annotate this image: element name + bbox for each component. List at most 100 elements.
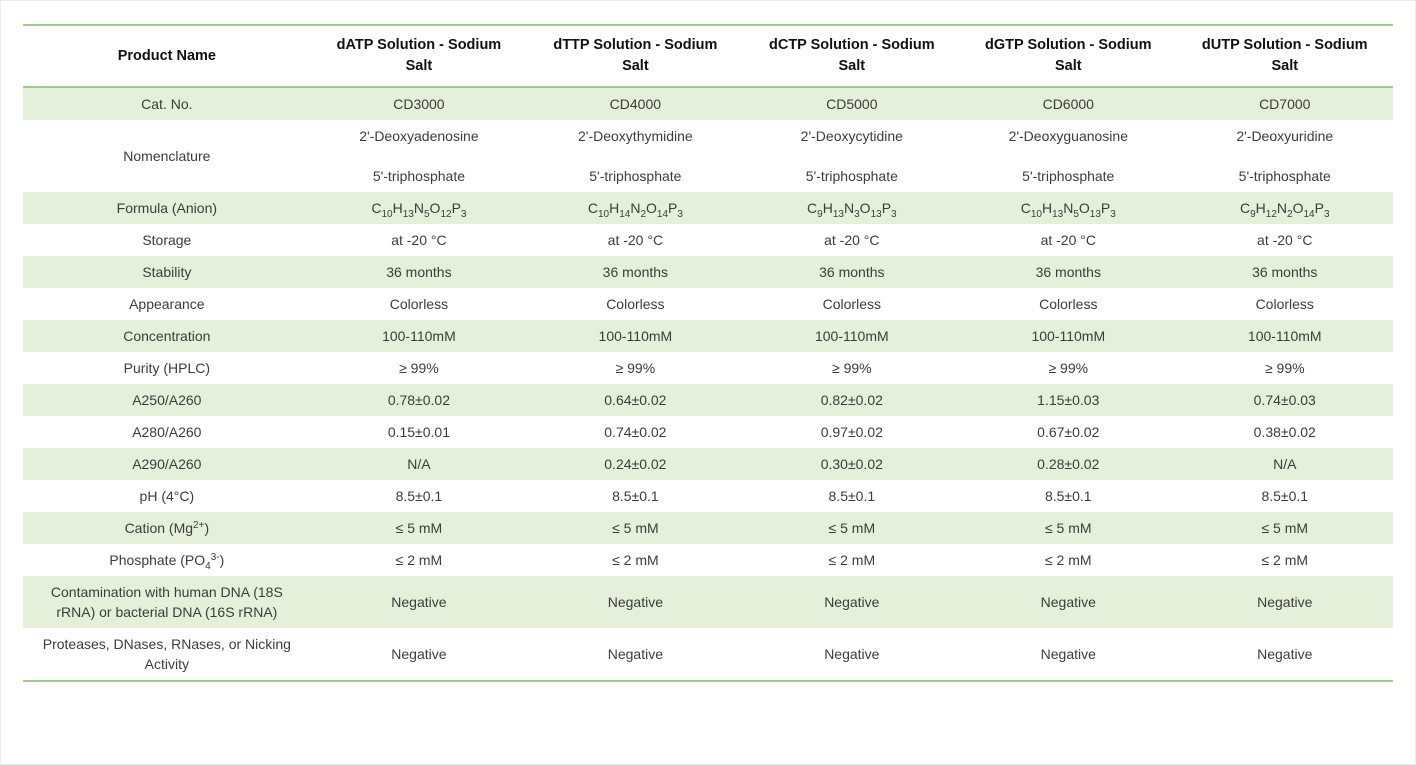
row-label: Formula (Anion) (23, 192, 311, 224)
cell: ≤ 2 mM (1261, 552, 1309, 568)
row-label: A250/A260 (23, 384, 311, 416)
table-row-cat-no: Cat. No. CD3000 CD4000 CD5000 CD6000 CD7… (23, 87, 1393, 120)
cell: Colorless (1039, 296, 1098, 312)
cell: CD6000 (960, 87, 1177, 120)
nomenclature-line1: 2'-Deoxythymidine (578, 128, 693, 144)
table-row-concentration: Concentration 100-110mM 100-110mM 100-11… (23, 320, 1393, 352)
cell: 2'-Deoxyguanosine 5'-triphosphate (960, 120, 1176, 192)
row-label: A280/A260 (132, 424, 202, 440)
nomenclature-line2: 5'-triphosphate (372, 168, 465, 184)
nomenclature-line2: 5'-triphosphate (1022, 168, 1115, 184)
cell: 36 months (527, 256, 744, 288)
cell: 0.74±0.03 (1176, 384, 1393, 416)
cell: Negative (743, 576, 961, 628)
cell: C10H13N5O12P3 (310, 192, 528, 224)
cell: 0.30±0.02 (743, 448, 961, 480)
cell: Colorless (1255, 296, 1314, 312)
cell: Negative (960, 576, 1177, 628)
row-label: Contamination with human DNA (18S rRNA) … (23, 576, 311, 628)
row-label: Appearance (129, 296, 205, 312)
header-row: Product Name dATP Solution - Sodium Salt… (23, 25, 1393, 88)
cell: 2'-Deoxyuridine 5'-triphosphate (1177, 120, 1394, 192)
cell: 36 months (310, 256, 528, 288)
nomenclature-line2: 5'-triphosphate (805, 168, 898, 184)
cell: ≥ 99% (615, 360, 656, 376)
row-label: pH (4°C) (139, 488, 195, 504)
row-label: Purity (HPLC) (123, 360, 211, 376)
cell: CD7000 (1176, 87, 1393, 120)
cell: at -20 °C (1257, 232, 1313, 248)
nomenclature-line1: 2'-Deoxycytidine (800, 128, 903, 144)
cell: 36 months (1176, 256, 1393, 288)
cell: ≥ 99% (1048, 360, 1089, 376)
table-row-formula: Formula (Anion) C10H13N5O12P3 C10H14N2O1… (23, 192, 1393, 224)
table-row-ph: pH (4°C) 8.5±0.1 8.5±0.1 8.5±0.1 8.5±0.1… (23, 480, 1393, 512)
cell: Colorless (389, 296, 449, 312)
table-row-a280-a260: A280/A260 0.15±0.01 0.74±0.02 0.97±0.02 … (23, 416, 1393, 448)
column-header-datp: dATP Solution - Sodium Salt (310, 25, 528, 88)
column-header-dgtp: dGTP Solution - Sodium Salt (960, 25, 1177, 88)
row-label: Cat. No. (23, 87, 311, 120)
cell: 0.28±0.02 (960, 448, 1177, 480)
nomenclature-line1: 2'-Deoxyadenosine (359, 128, 479, 144)
nomenclature-line1: 2'-Deoxyguanosine (1008, 128, 1128, 144)
cell: 2'-Deoxycytidine 5'-triphosphate (744, 120, 960, 192)
cell: 2'-Deoxyadenosine 5'-triphosphate (311, 120, 527, 192)
cell: Negative (824, 646, 880, 662)
cell: Negative (391, 646, 447, 662)
row-label: Storage (142, 232, 192, 248)
cell: 36 months (743, 256, 961, 288)
cell: 8.5±0.1 (828, 488, 876, 504)
cell: at -20 °C (607, 232, 664, 248)
cell: ≤ 2 mM (395, 552, 443, 568)
cell: ≤ 5 mM (310, 512, 528, 544)
cell: CD3000 (310, 87, 528, 120)
cell: Negative (1176, 576, 1393, 628)
header-product-name: Product Name (23, 25, 311, 88)
row-label: Cation (Mg2+) (23, 512, 311, 544)
table-row-a250-a260: A250/A260 0.78±0.02 0.64±0.02 0.82±0.02 … (23, 384, 1393, 416)
row-label: Stability (23, 256, 311, 288)
cell: 8.5±0.1 (1261, 488, 1309, 504)
table-row-stability: Stability 36 months 36 months 36 months … (23, 256, 1393, 288)
row-label: Proteases, DNases, RNases, or Nicking Ac… (42, 636, 291, 672)
cell: CD4000 (527, 87, 744, 120)
table-row-appearance: Appearance Colorless Colorless Colorless… (23, 288, 1393, 320)
table-row-nomenclature: Nomenclature 2'-Deoxyadenosine 5'-tripho… (23, 120, 1393, 192)
cell: ≤ 5 mM (960, 512, 1177, 544)
cell: at -20 °C (391, 232, 447, 248)
column-header-dttp: dTTP Solution - Sodium Salt (527, 25, 744, 88)
cell: ≥ 99% (399, 360, 439, 376)
cell: 100-110mM (1176, 320, 1393, 352)
table-row-phosphate: Phosphate (PO43-) ≤ 2 mM ≤ 2 mM ≤ 2 mM ≤… (23, 544, 1393, 576)
row-label: Nomenclature (123, 148, 211, 164)
product-spec-table: Product Name dATP Solution - Sodium Salt… (23, 24, 1393, 682)
cell: ≤ 5 mM (1176, 512, 1393, 544)
cell: 0.67±0.02 (1037, 424, 1100, 440)
cell: C9H12N2O14P3 (1176, 192, 1393, 224)
cell: Negative (1257, 646, 1313, 662)
nomenclature-line2: 5'-triphosphate (589, 168, 682, 184)
cell: 100-110mM (310, 320, 528, 352)
cell: Negative (1040, 646, 1096, 662)
cell: 0.74±0.02 (604, 424, 667, 440)
cell: Colorless (822, 296, 881, 312)
cell: 100-110mM (960, 320, 1177, 352)
cell: 0.82±0.02 (743, 384, 961, 416)
table-row-purity: Purity (HPLC) ≥ 99% ≥ 99% ≥ 99% ≥ 99% ≥ … (23, 352, 1393, 384)
cell: Negative (607, 646, 663, 662)
cell: ≤ 5 mM (743, 512, 961, 544)
cell: ≥ 99% (832, 360, 872, 376)
cell: C9H13N3O13P3 (743, 192, 961, 224)
cell: Negative (527, 576, 744, 628)
cell: Colorless (606, 296, 665, 312)
column-header-dutp: dUTP Solution - Sodium Salt (1176, 25, 1393, 88)
table-row-storage: Storage at -20 °C at -20 °C at -20 °C at… (23, 224, 1393, 256)
cell: 0.97±0.02 (820, 424, 883, 440)
row-label: A290/A260 (23, 448, 311, 480)
cell: ≤ 2 mM (828, 552, 876, 568)
table-row-cation: Cation (Mg2+) ≤ 5 mM ≤ 5 mM ≤ 5 mM ≤ 5 m… (23, 512, 1393, 544)
table-row-contamination: Contamination with human DNA (18S rRNA) … (23, 576, 1393, 628)
nomenclature-line2: 5'-triphosphate (1238, 168, 1331, 184)
table-row-a290-a260: A290/A260 N/A 0.24±0.02 0.30±0.02 0.28±0… (23, 448, 1393, 480)
